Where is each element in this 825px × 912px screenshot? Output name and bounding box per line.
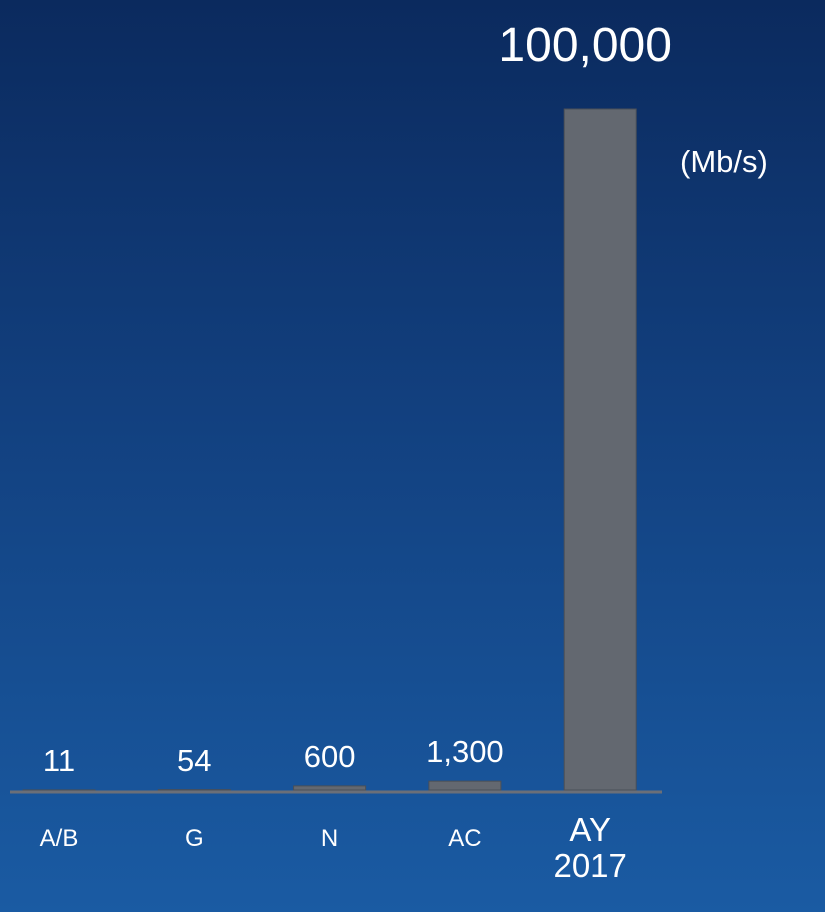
value-label: 600 xyxy=(303,738,356,774)
value-label: 1,300 xyxy=(426,734,504,770)
bar xyxy=(22,789,96,791)
bar xyxy=(428,780,502,791)
value-label: 54 xyxy=(177,742,212,778)
bar xyxy=(563,108,637,791)
bar xyxy=(157,789,231,791)
x-tick-label: G xyxy=(184,825,204,852)
x-tick-label: AC xyxy=(448,825,482,852)
value-label: 11 xyxy=(42,742,76,778)
x-tick-label: N xyxy=(320,825,339,852)
value-label: 100,000 xyxy=(498,19,672,73)
x-tick-label: AY 2017 xyxy=(553,811,627,885)
bar xyxy=(293,785,367,791)
x-tick-label: A/B xyxy=(39,825,79,852)
unit-label: (Mb/s) xyxy=(680,144,768,179)
